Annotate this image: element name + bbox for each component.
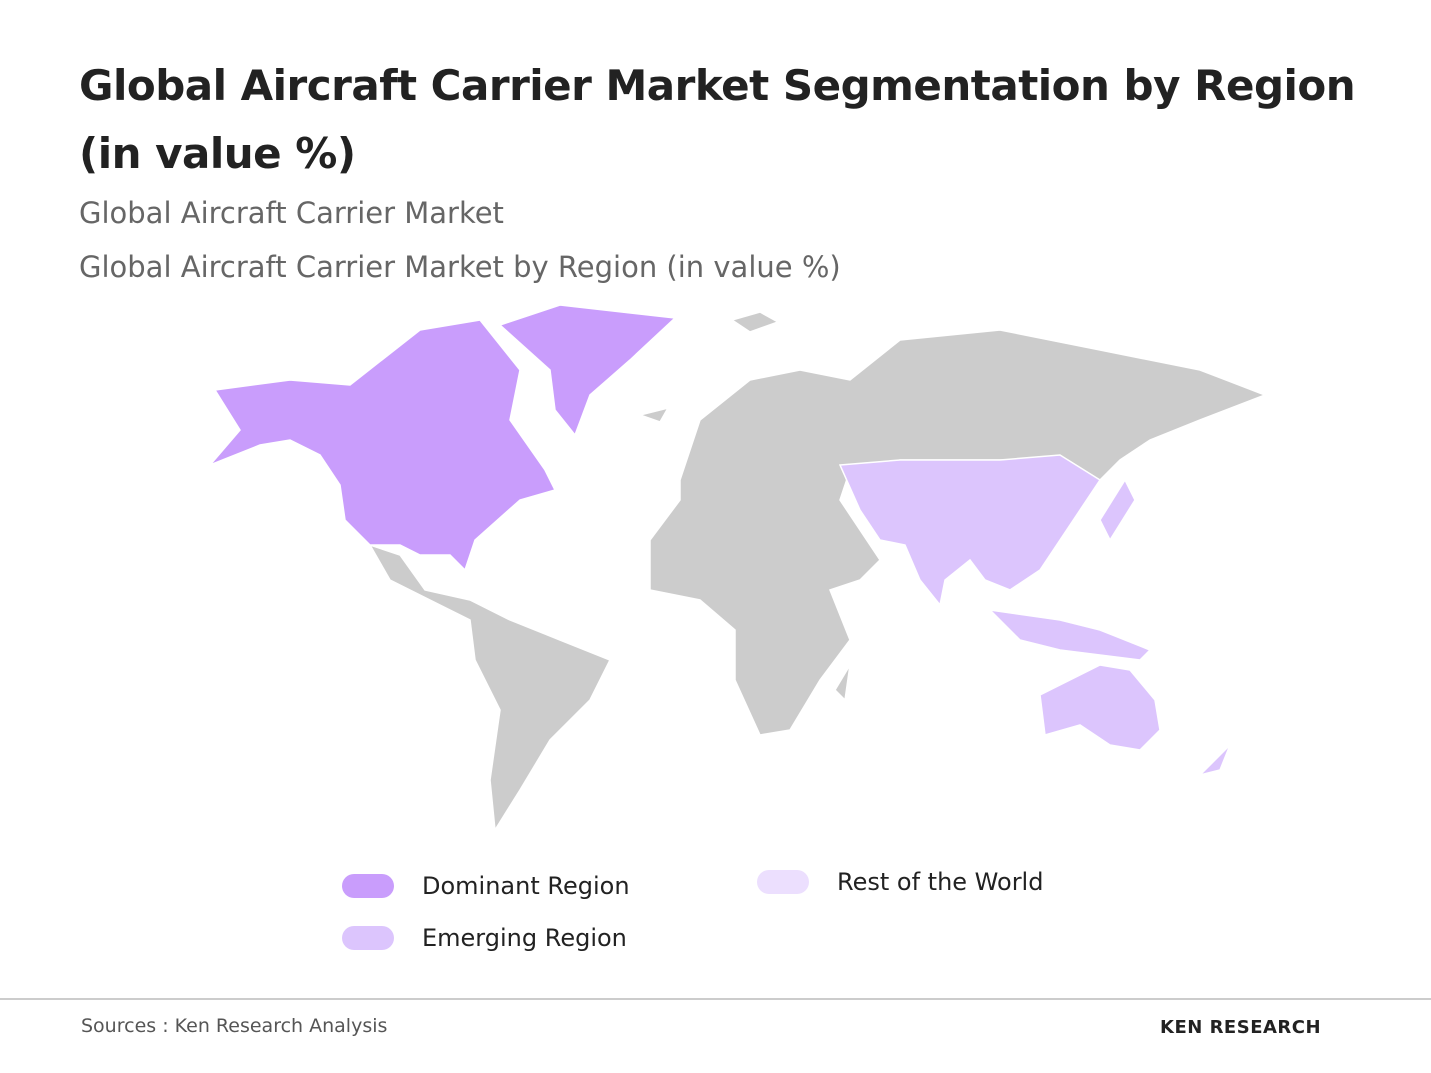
latin-america — [368, 543, 612, 833]
legend: Dominant Region Emerging Region Rest of th… — [342, 868, 1043, 952]
legend-label: Emerging Region — [422, 924, 627, 952]
iceland — [637, 406, 670, 423]
new-zealand — [1197, 744, 1231, 777]
japan — [1099, 478, 1136, 542]
legend-swatch — [342, 926, 394, 950]
north-america — [209, 319, 557, 572]
southeast-asia-islands — [987, 608, 1152, 661]
divider — [0, 998, 1431, 1000]
legend-swatch — [757, 870, 809, 894]
greenland — [498, 304, 677, 437]
world-map — [209, 304, 1268, 833]
asia — [838, 454, 1102, 607]
brand-logo: KEN RESEARCH — [1160, 1017, 1322, 1038]
caption: Global Aircraft Carrier Market by Region… — [79, 250, 841, 284]
subtitle: Global Aircraft Carrier Market — [79, 196, 504, 230]
source: Sources : Ken Research Analysis — [81, 1015, 388, 1037]
legend-swatch — [342, 874, 394, 898]
title: Global Aircraft Carrier Market Segmentat… — [79, 61, 1356, 178]
legend-label: Rest of the World — [837, 868, 1043, 896]
australia — [1039, 664, 1161, 751]
svalbard — [730, 311, 780, 333]
legend-label: Dominant Region — [422, 872, 630, 900]
madagascar — [834, 664, 851, 702]
